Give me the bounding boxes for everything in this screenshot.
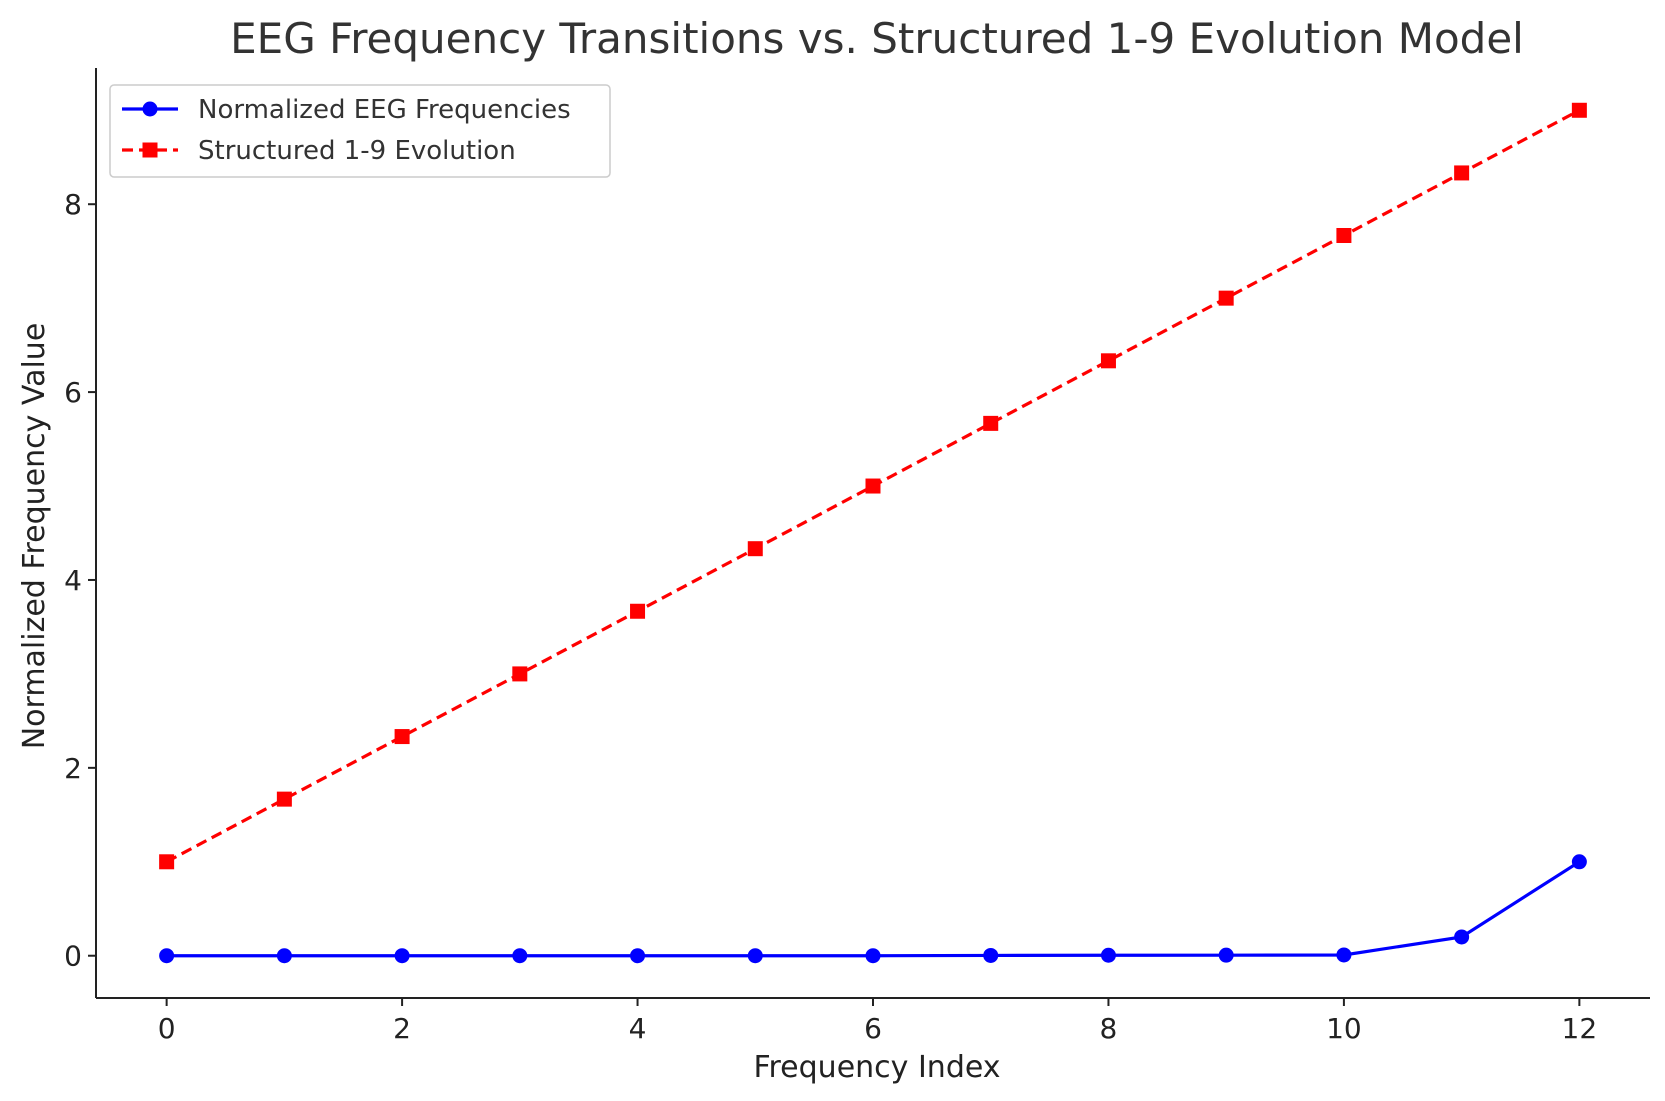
- data-point: [1218, 947, 1234, 963]
- data-point: [1336, 227, 1352, 243]
- data-point: [159, 948, 175, 964]
- y-tick-label: 6: [64, 376, 82, 409]
- data-point: [276, 948, 292, 964]
- legend-label: Structured 1-9 Evolution: [198, 136, 516, 166]
- plot-area: 0 2 4 6 8 10 12 0 2 4 6 8: [64, 68, 1650, 1045]
- y-tick-label: 8: [64, 188, 82, 221]
- data-point: [1100, 353, 1116, 369]
- data-point: [747, 948, 763, 964]
- legend-swatch-marker: [142, 142, 158, 158]
- series-layer: [159, 102, 1587, 964]
- x-axis-label: Frequency Index: [753, 1050, 1000, 1085]
- data-point: [1336, 947, 1352, 963]
- data-point: [630, 948, 646, 964]
- legend-box: [109, 84, 611, 178]
- data-point: [865, 478, 881, 494]
- x-tick-label: 6: [864, 1012, 882, 1045]
- y-tick-label: 0: [64, 940, 82, 973]
- data-point: [983, 947, 999, 963]
- data-point: [512, 666, 528, 682]
- data-point: [865, 948, 881, 964]
- x-tick-label: 0: [158, 1012, 176, 1045]
- chart-title: EEG Frequency Transitions vs. Structured…: [230, 14, 1524, 63]
- y-tick-label: 4: [64, 564, 82, 597]
- data-point: [983, 415, 999, 431]
- y-axis-ticks: 0 2 4 6 8: [64, 188, 96, 973]
- legend: Normalized EEG Frequencies Structured 1-9…: [109, 84, 611, 178]
- series-1: [159, 854, 1587, 964]
- y-axis-label: Normalized Frequency Value: [17, 323, 52, 750]
- data-point: [747, 541, 763, 557]
- x-tick-label: 2: [393, 1012, 411, 1045]
- legend-swatch-marker: [142, 101, 158, 117]
- data-point: [276, 791, 292, 807]
- data-point: [1454, 165, 1470, 181]
- series-line: [166, 860, 1581, 958]
- legend-entry: Normalized EEG Frequencies: [122, 95, 571, 125]
- x-tick-label: 12: [1562, 1012, 1598, 1045]
- data-point: [159, 854, 175, 870]
- x-tick-label: 4: [629, 1012, 647, 1045]
- data-point: [630, 603, 646, 619]
- data-point: [1218, 290, 1234, 306]
- legend-entries: Normalized EEG Frequencies Structured 1-9…: [122, 95, 571, 166]
- data-point: [512, 948, 528, 964]
- x-tick-label: 8: [1100, 1012, 1118, 1045]
- data-point: [1454, 929, 1470, 945]
- y-tick-label: 2: [64, 752, 82, 785]
- data-point: [394, 948, 410, 964]
- data-point: [1571, 854, 1587, 870]
- data-point: [394, 729, 410, 745]
- data-point: [1571, 102, 1587, 118]
- x-axis-ticks: 0 2 4 6 8 10 12: [158, 998, 1597, 1045]
- legend-label: Normalized EEG Frequencies: [198, 95, 571, 125]
- legend-entry: Structured 1-9 Evolution: [122, 136, 516, 166]
- data-point: [1100, 947, 1116, 963]
- series-2: [159, 102, 1587, 870]
- x-tick-label: 10: [1326, 1012, 1362, 1045]
